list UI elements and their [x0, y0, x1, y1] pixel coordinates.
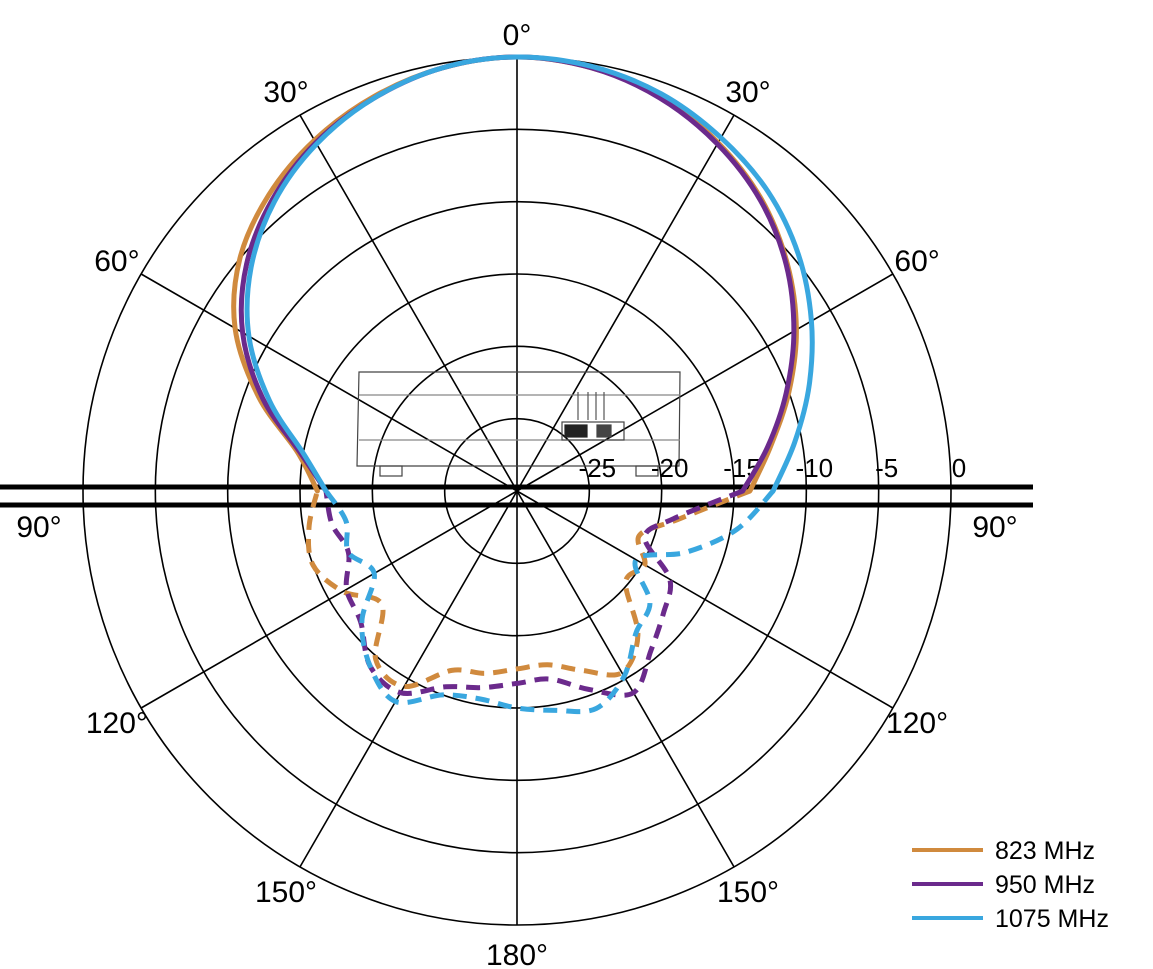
angle-label: 150°: [717, 876, 779, 909]
ring-label: -5: [875, 453, 898, 483]
angle-label: 180°: [486, 939, 548, 969]
grid-spoke: [516, 490, 894, 709]
grid-spoke: [140, 273, 518, 492]
legend-label: 823 MHz: [995, 837, 1095, 865]
angle-label: 60°: [94, 245, 139, 278]
angle-label: 150°: [255, 876, 317, 909]
grid-spoke: [299, 490, 518, 868]
horizontal-axis-bars: [0, 484, 1033, 508]
ring-label: -25: [579, 453, 617, 483]
grid-spoke: [140, 490, 518, 709]
angle-labels: 0° 30° 30° 60° 60° 90° 90° 120° 120° 150° 150° 180°: [16, 19, 1017, 969]
ring-label: -20: [651, 453, 689, 483]
legend-label: 950 MHz: [995, 871, 1095, 899]
grid-spoke: [516, 114, 735, 492]
series-front-line: [244, 54, 815, 494]
legend-label: 1075 MHz: [995, 905, 1109, 933]
angle-label: 90°: [16, 511, 61, 544]
ring-labels: -25 -20 -15 -10 -5 0: [579, 453, 967, 483]
series-layer: [231, 54, 815, 715]
ring-label: 0: [952, 453, 966, 483]
angle-label: 60°: [894, 245, 939, 278]
receiver-device-outline: [356, 371, 681, 477]
series-back-line: [323, 489, 775, 715]
series-back-line: [305, 488, 751, 689]
angle-label: 30°: [725, 76, 770, 109]
series-back-line: [323, 488, 744, 698]
angle-label: 120°: [86, 707, 148, 740]
grid-spokes: [140, 57, 894, 925]
ring-label: -10: [796, 453, 834, 483]
angle-label: 120°: [886, 707, 948, 740]
legend: 823 MHz 950 MHz 1075 MHz: [912, 837, 1109, 933]
grid-spoke: [299, 114, 518, 492]
series-1075-mhz: [244, 54, 815, 715]
angle-label: 90°: [972, 511, 1017, 544]
grid-spoke: [516, 273, 894, 492]
angle-label: 0°: [503, 19, 532, 52]
angle-label: 30°: [263, 76, 308, 109]
